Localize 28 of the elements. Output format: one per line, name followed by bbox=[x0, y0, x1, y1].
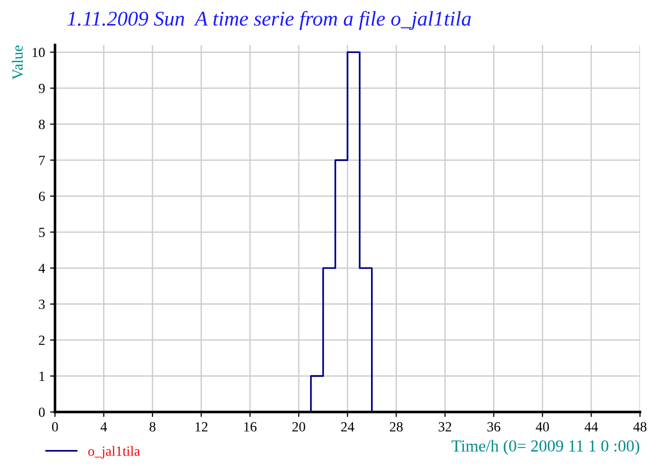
y-tick-label: 7 bbox=[39, 156, 45, 165]
y-tick-label: 2 bbox=[38, 336, 45, 345]
x-tick-label: 32 bbox=[438, 422, 452, 432]
y-axis-title: Value bbox=[12, 46, 23, 80]
x-axis-title: Time/h (0= 2009 11 1 0 :00) bbox=[452, 440, 640, 455]
y-tick-label: 4 bbox=[38, 264, 46, 273]
x-tick-label: 44 bbox=[584, 422, 598, 432]
chart-title: 1.11.2009 Sun A time serie from a file o_jal1tila bbox=[67, 10, 471, 30]
y-tick-label: 10 bbox=[32, 48, 45, 58]
y-tick-label: 5 bbox=[39, 228, 45, 238]
x-tick-label: 40 bbox=[536, 422, 549, 432]
x-tick-label: 8 bbox=[150, 422, 156, 432]
y-tick-label: 3 bbox=[38, 300, 45, 310]
y-tick-label: 0 bbox=[38, 408, 45, 417]
x-tick-label: 24 bbox=[341, 422, 354, 432]
legend-label: o_jal1tila bbox=[88, 446, 140, 459]
x-tick-label: 28 bbox=[390, 422, 403, 432]
x-tick-label: 36 bbox=[487, 422, 500, 432]
x-tick-label: 0 bbox=[52, 422, 58, 432]
x-tick-label: 4 bbox=[100, 422, 108, 432]
x-tick-label: 12 bbox=[196, 422, 208, 432]
y-tick-label: 8 bbox=[38, 120, 45, 130]
y-tick-label: 6 bbox=[38, 192, 45, 202]
y-tick-label: 9 bbox=[38, 84, 45, 94]
x-tick-label: 48 bbox=[633, 422, 646, 432]
x-tick-label: 16 bbox=[244, 422, 257, 432]
y-tick-label: 1 bbox=[40, 372, 44, 381]
x-tick-label: 20 bbox=[292, 422, 306, 432]
